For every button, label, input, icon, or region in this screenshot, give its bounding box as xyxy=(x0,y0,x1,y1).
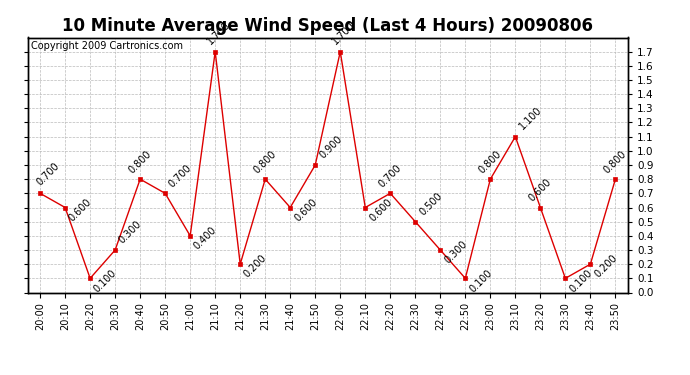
Text: 0.600: 0.600 xyxy=(526,177,553,203)
Text: 0.200: 0.200 xyxy=(242,253,269,280)
Text: 0.300: 0.300 xyxy=(442,239,469,266)
Text: 0.800: 0.800 xyxy=(126,148,153,175)
Text: 0.600: 0.600 xyxy=(67,196,94,223)
Text: 1.700: 1.700 xyxy=(331,20,357,46)
Text: Copyright 2009 Cartronics.com: Copyright 2009 Cartronics.com xyxy=(30,41,183,51)
Text: 0.600: 0.600 xyxy=(293,196,319,223)
Text: 0.600: 0.600 xyxy=(367,196,394,223)
Text: 1.700: 1.700 xyxy=(205,20,232,46)
Text: 0.500: 0.500 xyxy=(417,191,444,217)
Text: 0.800: 0.800 xyxy=(602,148,628,175)
Text: 0.200: 0.200 xyxy=(593,253,619,280)
Text: 0.700: 0.700 xyxy=(35,161,61,188)
Text: 0.800: 0.800 xyxy=(251,148,278,175)
Text: 0.700: 0.700 xyxy=(167,162,194,189)
Text: 0.900: 0.900 xyxy=(317,134,344,161)
Text: 0.300: 0.300 xyxy=(117,219,144,246)
Text: 1.100: 1.100 xyxy=(518,105,544,131)
Text: 0.400: 0.400 xyxy=(193,225,219,251)
Text: 0.100: 0.100 xyxy=(467,267,494,294)
Text: 0.100: 0.100 xyxy=(92,267,119,294)
Title: 10 Minute Average Wind Speed (Last 4 Hours) 20090806: 10 Minute Average Wind Speed (Last 4 Hou… xyxy=(62,16,593,34)
Text: 0.700: 0.700 xyxy=(377,162,403,189)
Text: 0.800: 0.800 xyxy=(477,148,503,175)
Text: 0.100: 0.100 xyxy=(567,267,594,294)
